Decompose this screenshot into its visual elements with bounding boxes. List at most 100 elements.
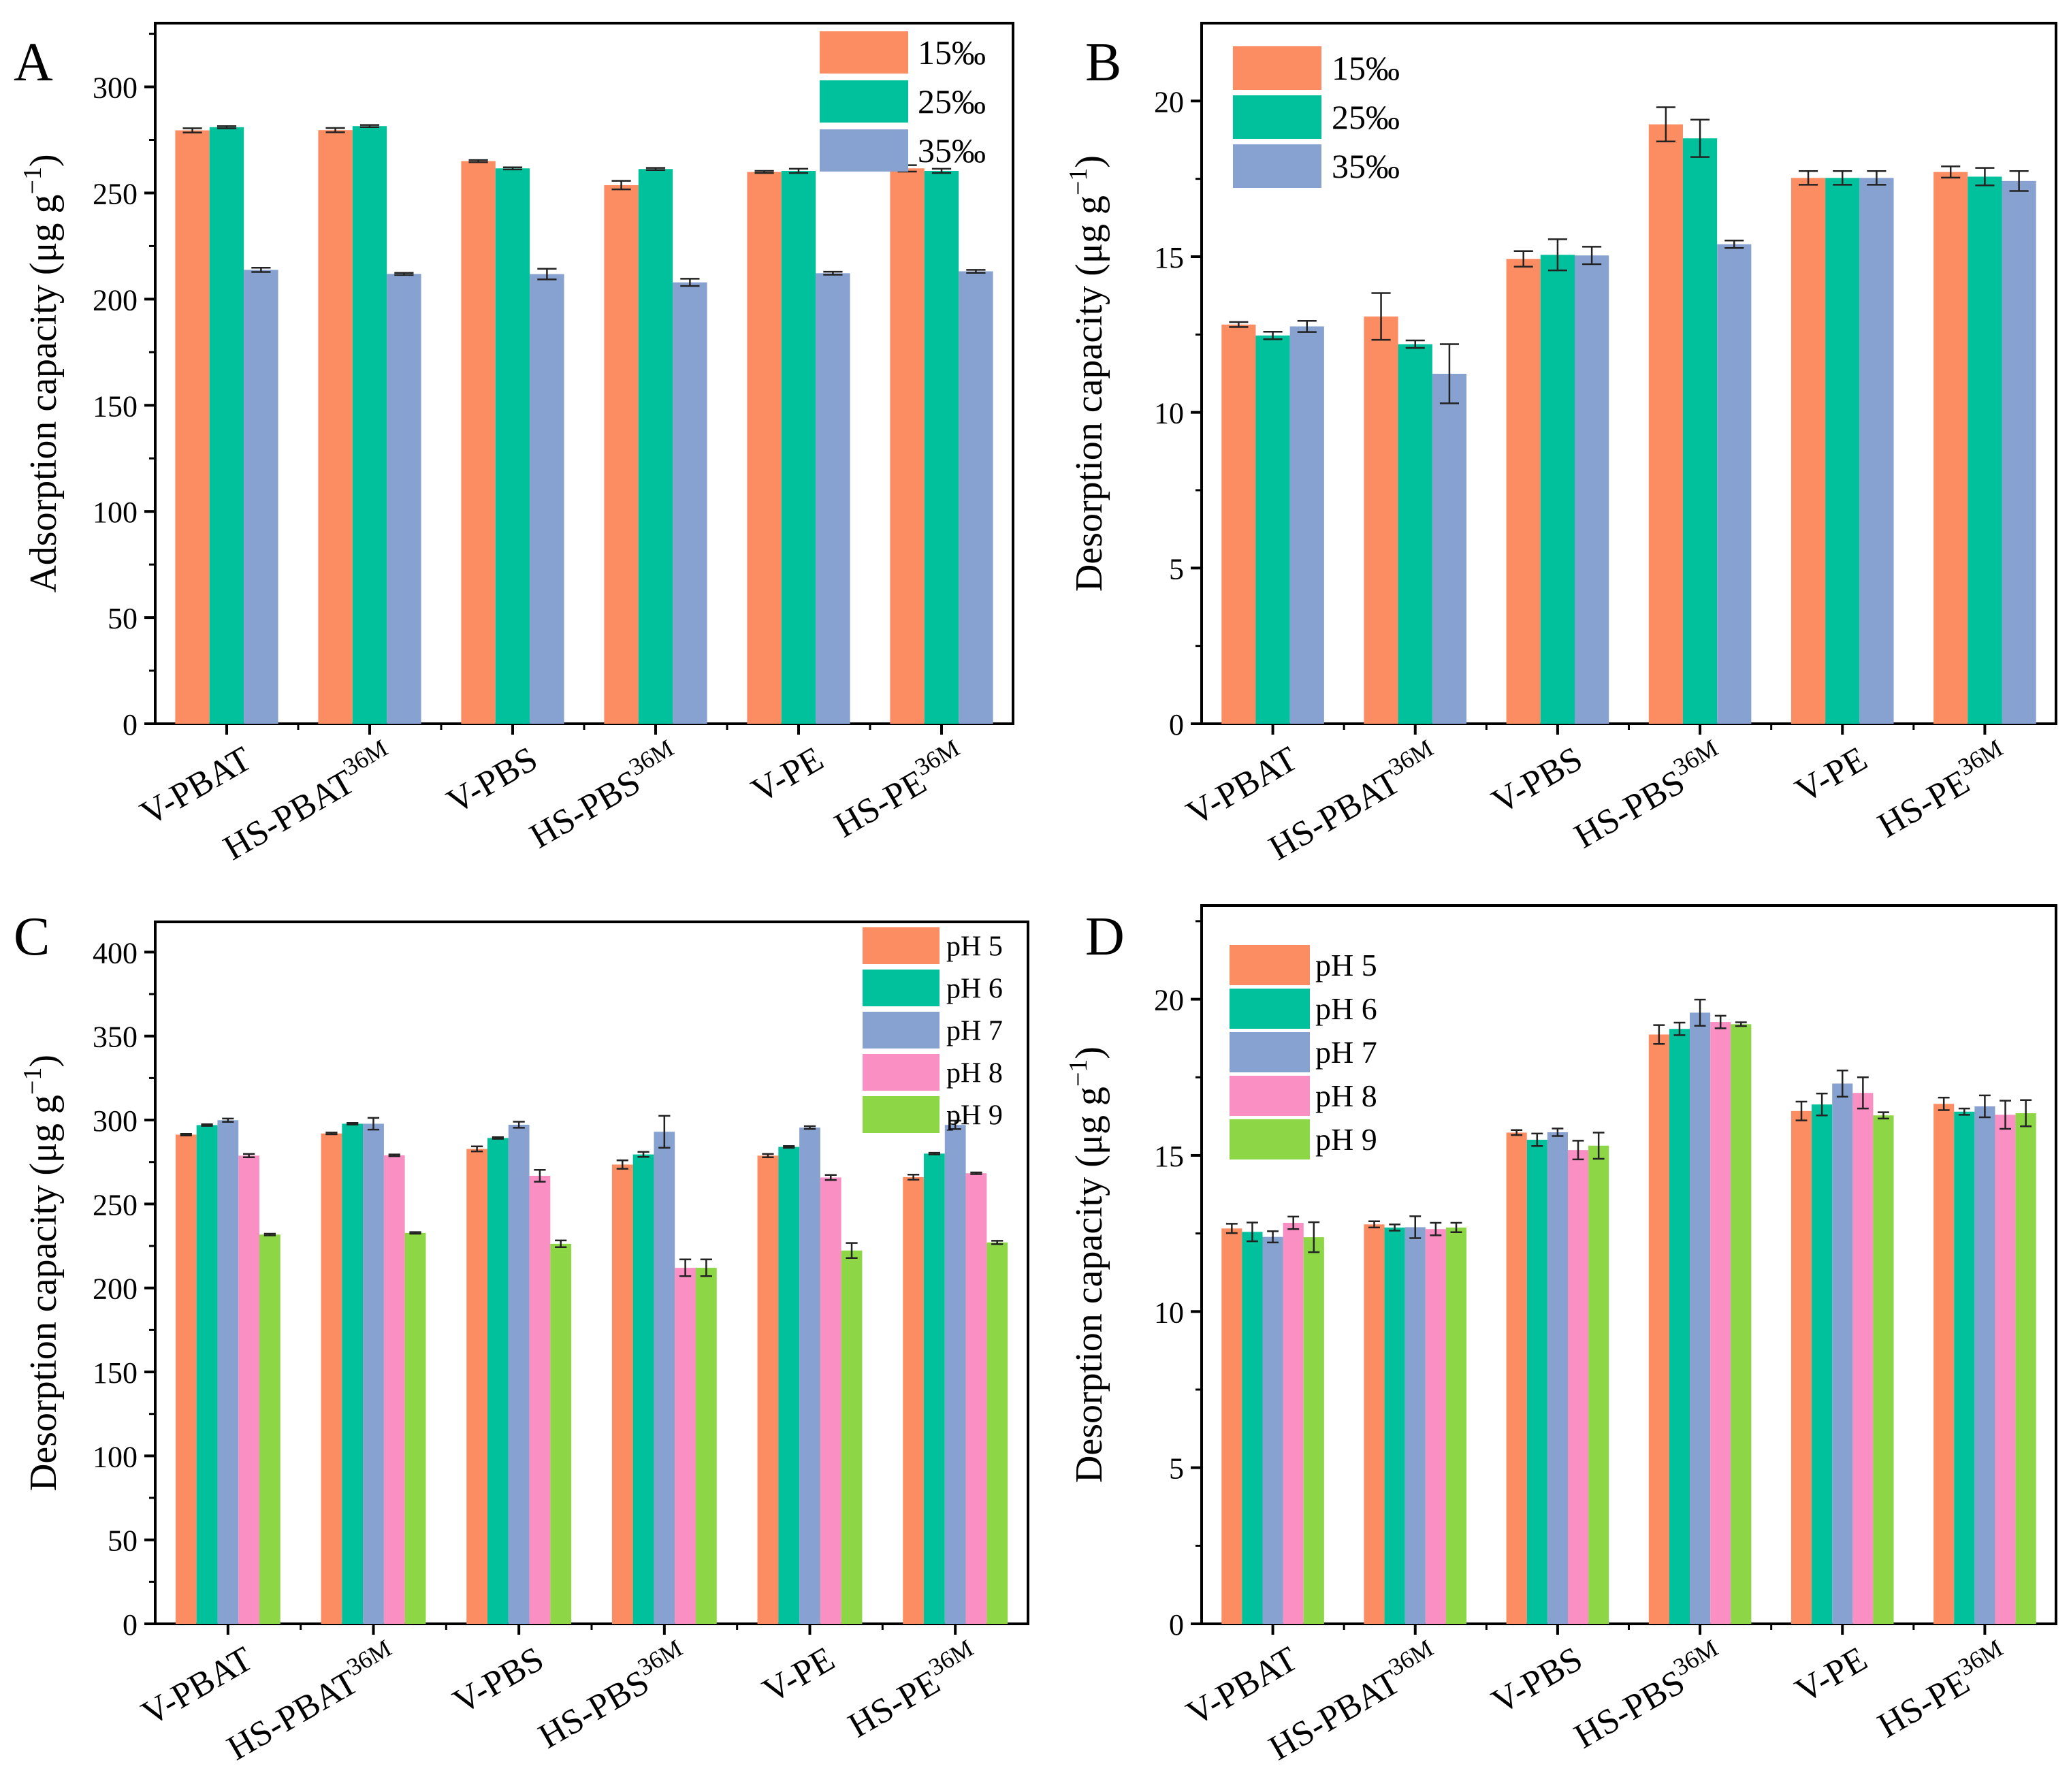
bar-c-s1-c4	[778, 1147, 800, 1624]
bar-d-s3-c3	[1710, 1022, 1731, 1624]
y-tick-label: 0	[1169, 1608, 1184, 1642]
chart-panel-a: 0 50 100 150 200 250 300 Adsorption capacity (μ…	[14, 22, 1014, 868]
legend-swatch	[1230, 1119, 1310, 1159]
bar-c-s3-c4	[820, 1177, 841, 1624]
bar-a-s0-c0	[175, 130, 210, 724]
bar-d-s4-c2	[1588, 1145, 1609, 1624]
bar-c-s2-c4	[799, 1127, 820, 1624]
plot-frame	[154, 22, 1014, 725]
bar-c-s0-c0	[175, 1134, 197, 1624]
bar-a-s0-c4	[747, 172, 782, 724]
legend-label: pH 8	[946, 1057, 1003, 1089]
bar-c-s4-c1	[404, 1232, 426, 1624]
bar-c-s3-c1	[383, 1155, 405, 1624]
x-tick-label: HS-PBS36M	[1564, 1634, 1731, 1756]
bar-d-s1-c2	[1526, 1140, 1547, 1624]
bar-d-s4-c4	[1873, 1115, 1894, 1624]
x-tick-label: HS-PBS36M	[1564, 734, 1731, 856]
bar-a-s1-c0	[209, 127, 244, 724]
bar-d-s3-c4	[1852, 1093, 1874, 1624]
y-axis-label: Desorption capacity (μg g−1)	[18, 1055, 65, 1491]
bar-a-s2-c5	[959, 271, 993, 724]
bar-c-s3-c0	[238, 1155, 259, 1624]
legend-swatch	[820, 80, 908, 123]
legend-label: 25‰	[1332, 98, 1400, 136]
bar-d-s3-c0	[1283, 1223, 1304, 1624]
bar-b-s0-c4	[1791, 178, 1826, 724]
bar-d-s0-c4	[1791, 1110, 1812, 1624]
legend-label: pH 9	[946, 1100, 1003, 1131]
bar-c-s2-c2	[508, 1124, 530, 1624]
y-tick-label: 50	[108, 1524, 138, 1558]
x-tick-label: V-PBS	[447, 1639, 550, 1722]
x-tick-label: V-PE	[1789, 1639, 1874, 1711]
bar-b-s2-c3	[1717, 244, 1752, 724]
bar-c-s1-c0	[196, 1125, 218, 1624]
y-tick-label: 300	[93, 1104, 138, 1138]
y-tick-label: 20	[1154, 984, 1184, 1017]
bar-d-s4-c0	[1303, 1237, 1324, 1624]
legend-swatch	[1233, 144, 1321, 188]
x-tick-label: V-PE	[1789, 739, 1874, 811]
x-tick-label: HS-PE36M	[839, 1634, 986, 1745]
bar-c-s2-c1	[363, 1123, 384, 1624]
bar-a-s2-c3	[673, 282, 707, 724]
bar-b-s1-c4	[1825, 178, 1860, 724]
x-tick-label: V-PBAT	[135, 1639, 259, 1733]
y-tick-label: 5	[1169, 1452, 1184, 1486]
y-tick-label: 5	[1169, 552, 1184, 586]
y-tick-label: 0	[1169, 708, 1184, 741]
bar-c-s4-c3	[695, 1268, 717, 1624]
legend-swatch	[863, 1012, 940, 1049]
y-tick-label: 150	[93, 389, 138, 423]
chart-panel-b: 0 5 10 15 20 Desorption capacity (μg g−1) B V-P…	[1064, 22, 2057, 868]
bar-d-s3-c5	[1995, 1115, 2016, 1624]
bar-b-s0-c5	[1933, 172, 1968, 724]
bar-a-s1-c2	[495, 168, 530, 724]
legend-swatch	[820, 31, 908, 74]
y-tick-label: 0	[123, 708, 138, 741]
bar-b-s2-c0	[1289, 326, 1324, 724]
bar-d-s0-c5	[1933, 1104, 1955, 1624]
x-tick-label: HS-PBS36M	[520, 734, 687, 856]
bar-d-s4-c3	[1731, 1024, 1752, 1624]
bar-b-s1-c2	[1540, 255, 1575, 724]
legend-label: pH 6	[1315, 991, 1377, 1026]
y-tick-label: 10	[1154, 397, 1184, 430]
y-axis-label: Adsorption capacity (μg g−1)	[18, 154, 65, 592]
y-tick-label: 15	[1154, 1140, 1184, 1173]
legend-swatch	[1230, 1076, 1310, 1116]
legend: pH 5 pH 6 pH 7 pH 8 pH 9	[1230, 945, 1377, 1159]
panel-label: A	[14, 33, 53, 93]
bar-c-s4-c5	[986, 1242, 1008, 1624]
bar-c-s1-c2	[487, 1138, 509, 1624]
bar-b-s2-c4	[1859, 178, 1894, 724]
chart-panel-c: 0 50 100 150 200 250 300 350 400 Desorption capac…	[14, 907, 1029, 1768]
bar-a-s1-c5	[924, 171, 959, 724]
y-axis-label: Desorption capacity (μg g−1)	[1064, 155, 1110, 592]
legend-label: 35‰	[918, 131, 986, 170]
legend-swatch	[863, 970, 940, 1006]
bar-a-s1-c1	[352, 126, 387, 724]
bar-b-s1-c5	[1968, 176, 2002, 724]
bar-a-s1-c3	[638, 169, 673, 724]
y-tick-label: 150	[93, 1356, 138, 1390]
x-tick-label: V-PBAT	[1181, 739, 1304, 833]
bar-c-s0-c1	[321, 1133, 342, 1624]
bar-c-s4-c0	[259, 1234, 280, 1624]
bar-b-s2-c2	[1575, 255, 1609, 724]
bar-b-s0-c2	[1506, 259, 1541, 724]
x-tick-label: V-PBS	[1486, 739, 1589, 822]
bar-d-s0-c2	[1506, 1132, 1527, 1624]
x-tick-label: HS-PBS36M	[529, 1634, 696, 1756]
bar-d-s3-c1	[1425, 1229, 1446, 1624]
bar-c-s1-c3	[632, 1154, 654, 1624]
y-tick-label: 10	[1154, 1296, 1184, 1329]
bar-c-s3-c5	[965, 1173, 987, 1624]
bar-d-s1-c4	[1812, 1104, 1833, 1624]
bar-c-s2-c5	[944, 1125, 966, 1624]
bar-d-s1-c0	[1242, 1232, 1263, 1624]
bar-d-s1-c1	[1384, 1227, 1405, 1624]
bar-a-s2-c0	[244, 270, 278, 724]
